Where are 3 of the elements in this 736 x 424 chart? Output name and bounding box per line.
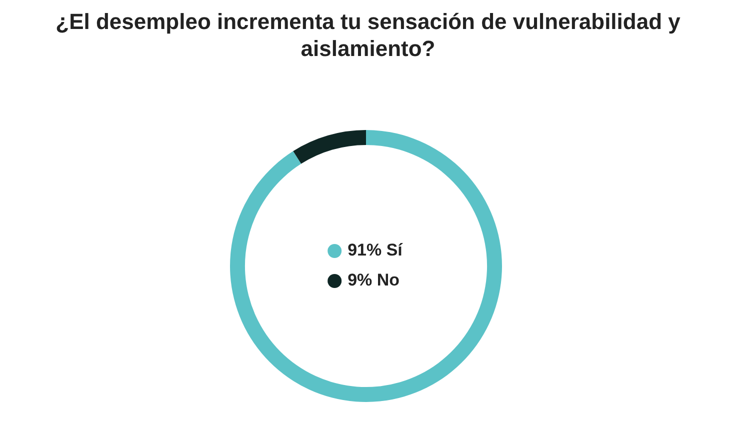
chart-title: ¿El desempleo incrementa tu sensación de vulnerabilidad y aislamiento? [54,8,682,62]
legend-label: 9% No [348,270,400,290]
legend-label: 91% Sí [348,240,404,260]
